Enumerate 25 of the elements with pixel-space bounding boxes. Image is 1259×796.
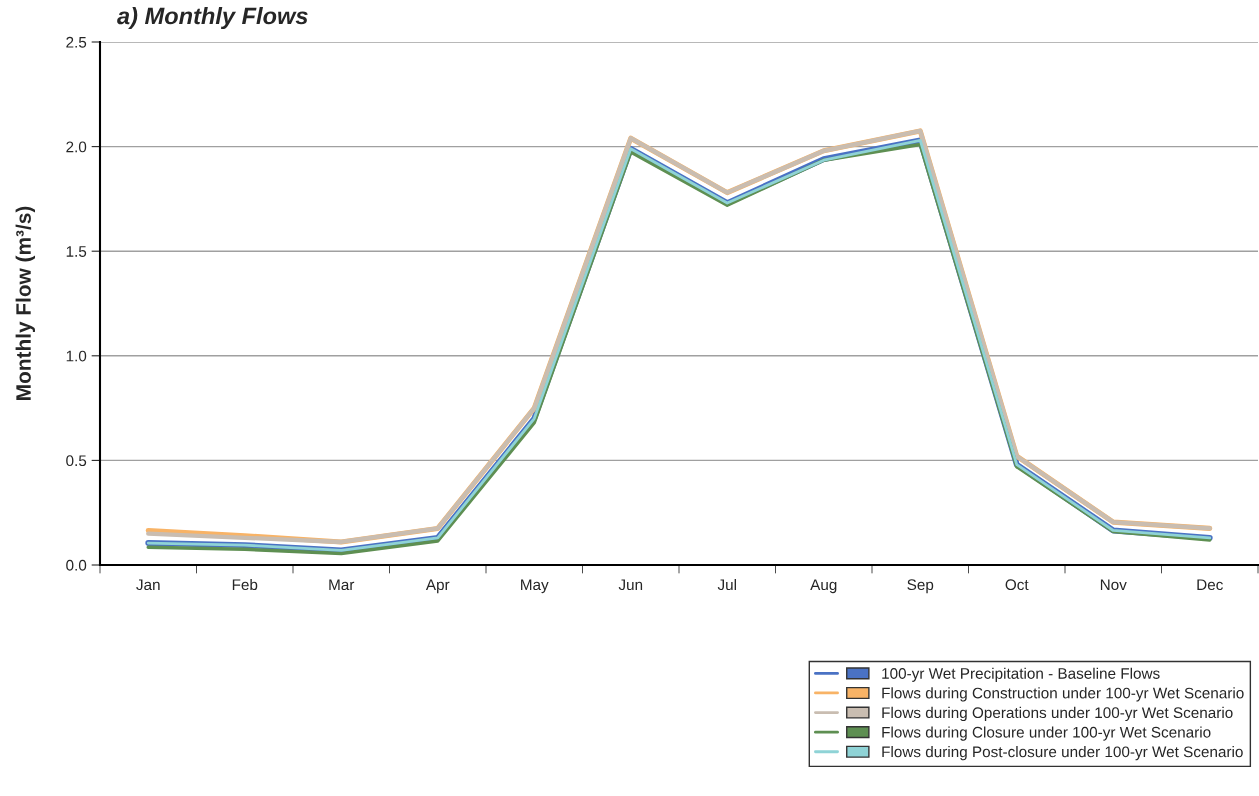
x-tick-label: Feb: [232, 578, 258, 591]
x-tick-label: Aug: [810, 579, 837, 594]
y-tick-label: 2.5: [66, 36, 87, 48]
legend-label: Flows during Operations under 100-yr Wet Scenario: [882, 706, 1233, 722]
x-tick-label: Apr: [425, 579, 450, 594]
x-tick-label: Nov: [1100, 579, 1127, 591]
y-tick-label: 0.5: [66, 455, 87, 467]
legend-label: Flows during Post-closure under 100-yr Wet Scenario: [882, 746, 1243, 761]
x-tick-label: Dec: [1197, 579, 1223, 591]
chart-title: a) Monthly Flows: [117, 7, 308, 29]
y-tick-label: 1.5: [66, 246, 87, 257]
y-tick-label: 0.0: [66, 559, 87, 571]
x-tick-label: Jul: [717, 578, 736, 591]
x-tick-label: May: [521, 579, 549, 594]
legend-label: Flows during Closure under 100-yr Wet Scenario: [882, 726, 1211, 741]
y-tick-label: 1.0: [66, 350, 87, 362]
y-tick-label: 2.0: [66, 141, 87, 153]
legend-label: Flows during Construction under 100-yr Wet Scenario: [882, 687, 1244, 702]
x-tick-label: Sep: [907, 579, 934, 594]
x-tick-label: Oct: [1005, 579, 1029, 591]
y-axis-title: Monthly Flow (m³/s): [15, 206, 36, 400]
x-tick-label: Jun: [618, 579, 643, 591]
legend-label: 100-yr Wet Precipitation - Baseline Flows: [882, 667, 1160, 682]
x-tick-label: Jan: [136, 579, 160, 591]
x-tick-label: Mar: [329, 579, 355, 591]
